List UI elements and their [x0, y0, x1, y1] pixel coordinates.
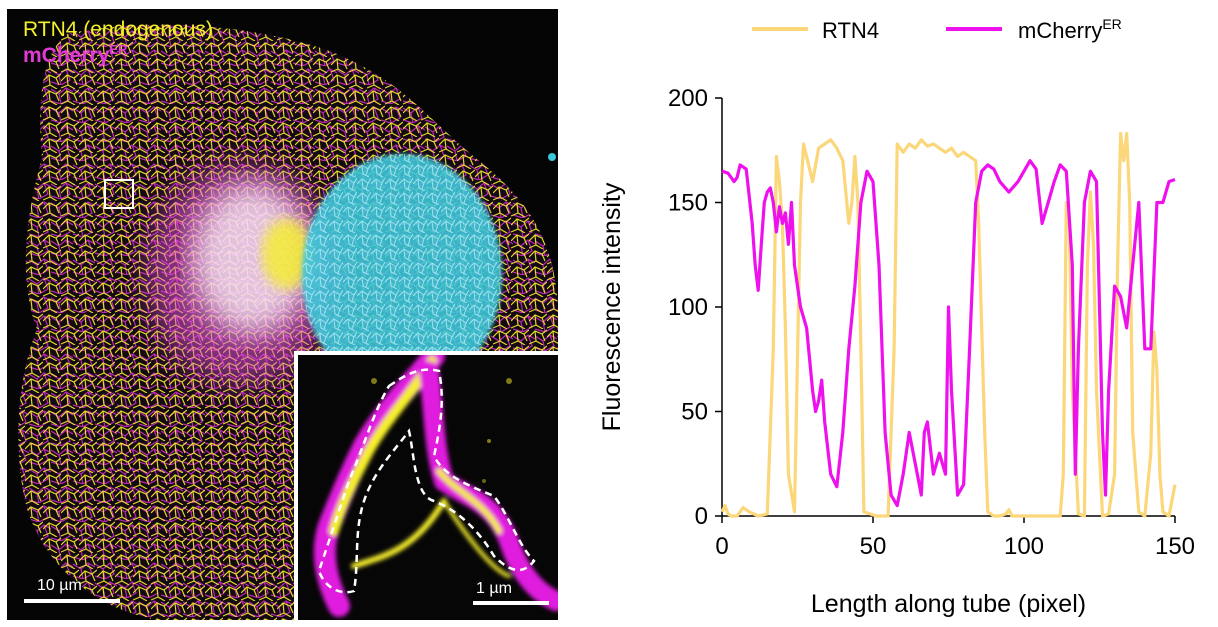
- series-line-rtn4: [720, 131, 1177, 518]
- chart-axes: 0 50 100 150 200 0 50 100 150 Length along tube (…: [598, 85, 1195, 618]
- y-tick-label: 50: [681, 399, 708, 426]
- legend-label-rtn4: RTN4: [822, 18, 879, 43]
- y-tick-label: 0: [695, 503, 708, 530]
- chart-plot-area: [720, 131, 1177, 518]
- mcherry-channel-label: mCherryER: [23, 42, 127, 68]
- roi-box: [104, 179, 134, 209]
- x-tick-label: 50: [860, 533, 887, 560]
- x-tick-label: 100: [1004, 533, 1044, 560]
- inset-zoom: 1 µm: [294, 351, 558, 620]
- x-tick-label: 0: [715, 533, 728, 560]
- micrograph-panel: RTN4 (endogenous) mCherryER 10 µm 1 µm: [7, 9, 558, 620]
- scale-bar-inset: [473, 601, 549, 605]
- rtn4-channel-label: RTN4 (endogenous): [23, 18, 213, 41]
- x-axis-label: Length along tube (pixel): [811, 590, 1086, 618]
- y-tick-label: 100: [668, 294, 708, 321]
- scale-bar-main-label: 10 µm: [37, 577, 82, 594]
- y-tick-label: 150: [668, 190, 708, 217]
- scale-bar-main: [24, 599, 120, 603]
- cell-image: [7, 9, 558, 620]
- legend-label-mcherry: mCherryER: [1018, 16, 1122, 43]
- scale-bar-inset-label: 1 µm: [476, 580, 512, 597]
- chart-legend: RTN4 mCherryER: [752, 16, 1122, 43]
- mcherry-label-sup: ER: [109, 42, 128, 57]
- y-axis-label: Fluorescence intensity: [598, 182, 626, 431]
- mcherry-label-base: mCherry: [23, 44, 110, 67]
- series-line-mcherry: [721, 159, 1176, 508]
- intensity-profile-chart: RTN4 mCherryER 0 50 100 150 200 0 50 100 150 Lengt…: [598, 16, 1195, 618]
- x-tick-label: 150: [1155, 533, 1195, 560]
- inset-image: [298, 355, 558, 620]
- y-tick-label: 200: [668, 85, 708, 112]
